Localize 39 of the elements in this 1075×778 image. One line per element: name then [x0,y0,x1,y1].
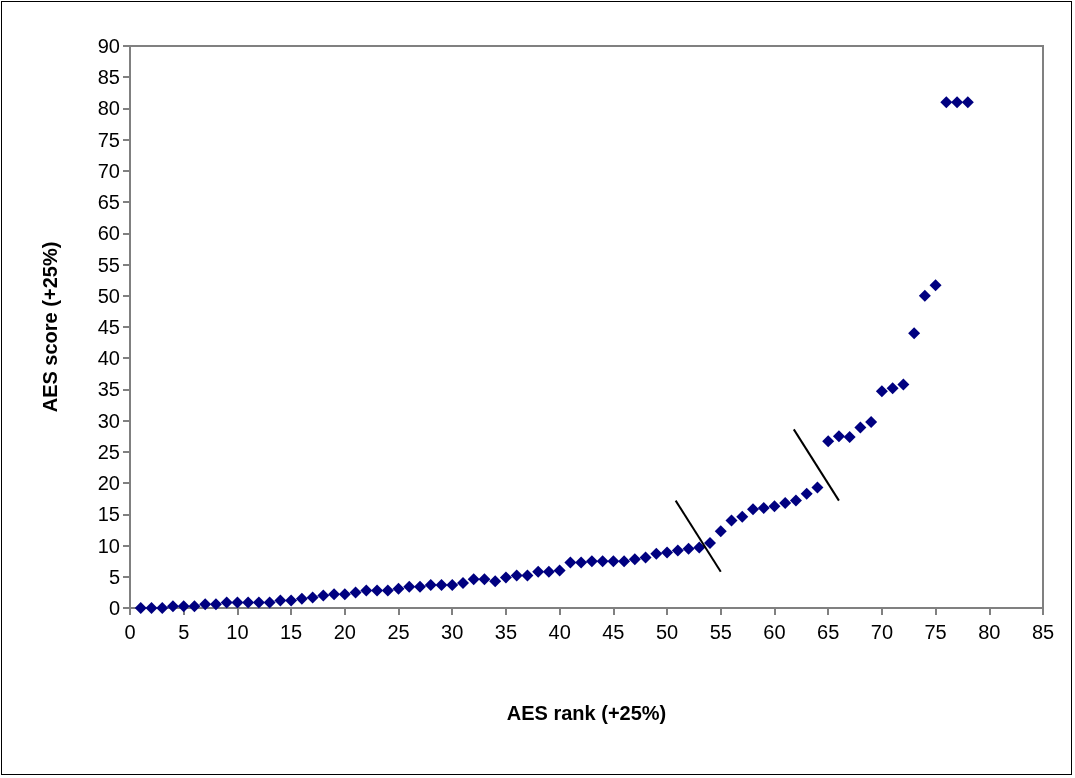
y-tick-label: 55 [97,253,120,276]
y-tick-label: 90 [97,35,120,57]
x-tick-label: 70 [870,621,894,643]
y-tick-label: 70 [97,159,120,182]
y-tick-label: 10 [97,534,120,557]
y-tick-label: 35 [97,378,120,401]
x-tick-label: 50 [655,621,679,643]
y-tick-label: 65 [97,191,120,214]
x-tick-label: 60 [763,621,786,643]
y-tick-label: 15 [97,503,120,526]
y-tick-label: 40 [97,347,120,370]
x-tick-label: 20 [333,621,356,643]
y-tick-label: 25 [97,440,120,463]
x-tick-label: 25 [387,621,410,643]
x-tick-label: 45 [602,621,625,643]
y-axis-title: AES score (+25%) [39,241,61,413]
x-tick-label: 85 [1031,621,1055,643]
y-tick-label: 0 [108,597,120,619]
y-tick-label: 75 [97,128,120,151]
x-tick-label: 5 [178,621,190,643]
x-tick-label: 35 [494,621,518,643]
x-tick-label: 65 [817,621,840,643]
x-tick-label: 30 [441,621,464,643]
y-tick-label: 50 [97,284,120,307]
y-tick-label: 80 [97,97,120,120]
x-tick-label: 75 [924,621,947,643]
y-tick-label: 20 [97,472,120,495]
y-tick-label: 30 [97,409,120,432]
y-tick-label: 45 [97,316,120,338]
x-tick-label: 15 [279,621,303,643]
x-tick-label: 10 [226,621,249,643]
y-tick-label: 60 [97,222,120,245]
x-tick-label: 80 [978,621,1001,643]
x-tick-label: 40 [548,621,571,643]
y-tick-label: 5 [108,565,120,588]
x-tick-label: 0 [124,621,136,643]
x-axis-title: AES rank (+25%) [506,702,667,724]
x-tick-label: 55 [709,621,732,643]
y-tick-label: 85 [97,66,120,89]
